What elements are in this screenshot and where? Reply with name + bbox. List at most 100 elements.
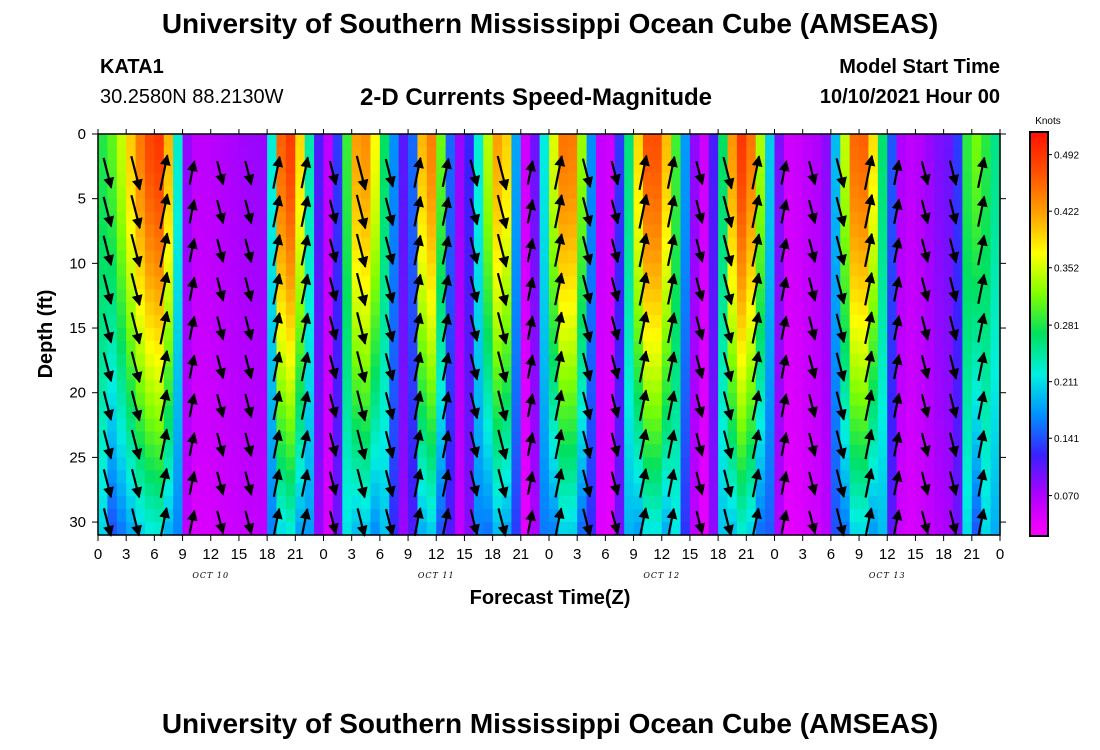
current-vector: [920, 199, 931, 225]
colorbar-label: 0.211: [1054, 378, 1079, 389]
heatmap-cell: [361, 353, 372, 368]
heatmap-cell: [812, 276, 823, 290]
heatmap-cell: [98, 496, 108, 510]
heatmap-cell: [924, 237, 935, 252]
heatmap-cell: [868, 522, 879, 536]
heatmap-cell: [98, 340, 108, 355]
heatmap-cell: [389, 457, 400, 471]
heatmap-cell: [295, 302, 306, 316]
heatmap-cell: [492, 263, 503, 277]
heatmap-cell: [718, 496, 729, 510]
heatmap-cell: [962, 457, 973, 471]
heatmap-cell: [727, 185, 738, 200]
heatmap-cell: [295, 172, 306, 187]
heatmap-cell: [511, 315, 522, 329]
heatmap-cell: [793, 444, 804, 458]
heatmap-cell: [379, 250, 390, 264]
heatmap-cell: [511, 237, 522, 252]
heatmap-cell: [859, 276, 870, 290]
heatmap-cell: [962, 263, 973, 277]
heatmap-cell: [408, 509, 419, 523]
heatmap-cell: [586, 315, 597, 329]
heatmap-cell: [483, 379, 494, 394]
heatmap-cell: [859, 405, 870, 420]
heatmap-cell: [802, 431, 813, 446]
heatmap-cell: [887, 185, 898, 200]
heatmap-cell: [276, 418, 287, 433]
heatmap-cell: [379, 457, 390, 471]
heatmap-cell: [342, 315, 353, 329]
heatmap-cell: [351, 379, 362, 394]
heatmap-cell: [464, 496, 475, 510]
heatmap-cell: [924, 198, 935, 213]
heatmap-cell: [314, 392, 325, 407]
heatmap-cell: [567, 159, 578, 174]
heatmap-cell: [680, 353, 691, 368]
heatmap-cell: [906, 340, 917, 355]
current-vector: [356, 508, 368, 537]
heatmap-cell: [464, 198, 475, 213]
heatmap-cell: [492, 457, 503, 471]
heatmap-cell: [220, 237, 231, 252]
current-vector: [778, 509, 790, 534]
heatmap-cell: [962, 418, 973, 433]
heatmap-cell: [116, 250, 127, 264]
heatmap-cell: [351, 483, 362, 497]
heatmap-cell: [342, 302, 353, 316]
heatmap-cell: [238, 328, 249, 342]
heatmap-cell: [718, 353, 729, 368]
heatmap-cell: [98, 237, 108, 252]
heatmap-cell: [98, 483, 108, 497]
heatmap-cell: [633, 276, 644, 290]
heatmap-cell: [351, 134, 362, 148]
current-vector: [976, 390, 988, 420]
heatmap-cell: [765, 276, 776, 290]
heatmap-cell: [191, 263, 202, 277]
heatmap-cell: [417, 418, 428, 433]
heatmap-cell: [896, 522, 907, 536]
heatmap-cell: [840, 431, 851, 446]
heatmap-cell: [398, 340, 409, 355]
heatmap-cell: [464, 392, 475, 407]
heatmap-cell: [915, 224, 926, 239]
heatmap-cell: [370, 379, 381, 394]
heatmap-cell: [304, 340, 315, 355]
heatmap-cell: [455, 483, 466, 497]
heatmap-cell: [154, 146, 165, 161]
heatmap-cell: [549, 431, 559, 446]
heatmap-cell: [887, 250, 898, 264]
heatmap-cell: [455, 509, 466, 523]
heatmap-cell: [473, 509, 484, 523]
heatmap-cell: [962, 366, 973, 381]
heatmap-cell: [408, 496, 419, 510]
heatmap-cell: [906, 134, 917, 148]
current-vector: [525, 160, 536, 185]
heatmap-cell: [445, 289, 456, 303]
heatmap-cell: [201, 263, 212, 277]
heatmap-cell: [924, 159, 935, 174]
heatmap-cell: [361, 509, 372, 523]
heatmap-cell: [680, 496, 691, 510]
heatmap-cell: [417, 328, 428, 342]
heatmap-cell: [426, 146, 437, 161]
heatmap-cell: [830, 146, 841, 161]
heatmap-cell: [783, 418, 794, 433]
heatmap-cell: [567, 470, 578, 484]
heatmap-cell: [567, 522, 578, 536]
heatmap-cell: [191, 211, 202, 226]
heatmap-cell: [135, 470, 146, 484]
heatmap-cell: [953, 134, 964, 148]
current-vector: [355, 194, 369, 230]
heatmap-cell: [238, 470, 249, 484]
model-start-label: Model Start Time: [839, 56, 1000, 78]
heatmap-cell: [887, 353, 898, 368]
heatmap-cell: [943, 263, 954, 277]
heatmap-cell: [464, 366, 475, 381]
heatmap-cell: [624, 134, 635, 148]
current-vector: [413, 156, 424, 188]
heatmap-cell: [126, 496, 137, 510]
current-vector: [159, 428, 171, 460]
heatmap-cell: [398, 405, 409, 420]
heatmap-cell: [295, 509, 306, 523]
heatmap-cell: [248, 392, 259, 407]
